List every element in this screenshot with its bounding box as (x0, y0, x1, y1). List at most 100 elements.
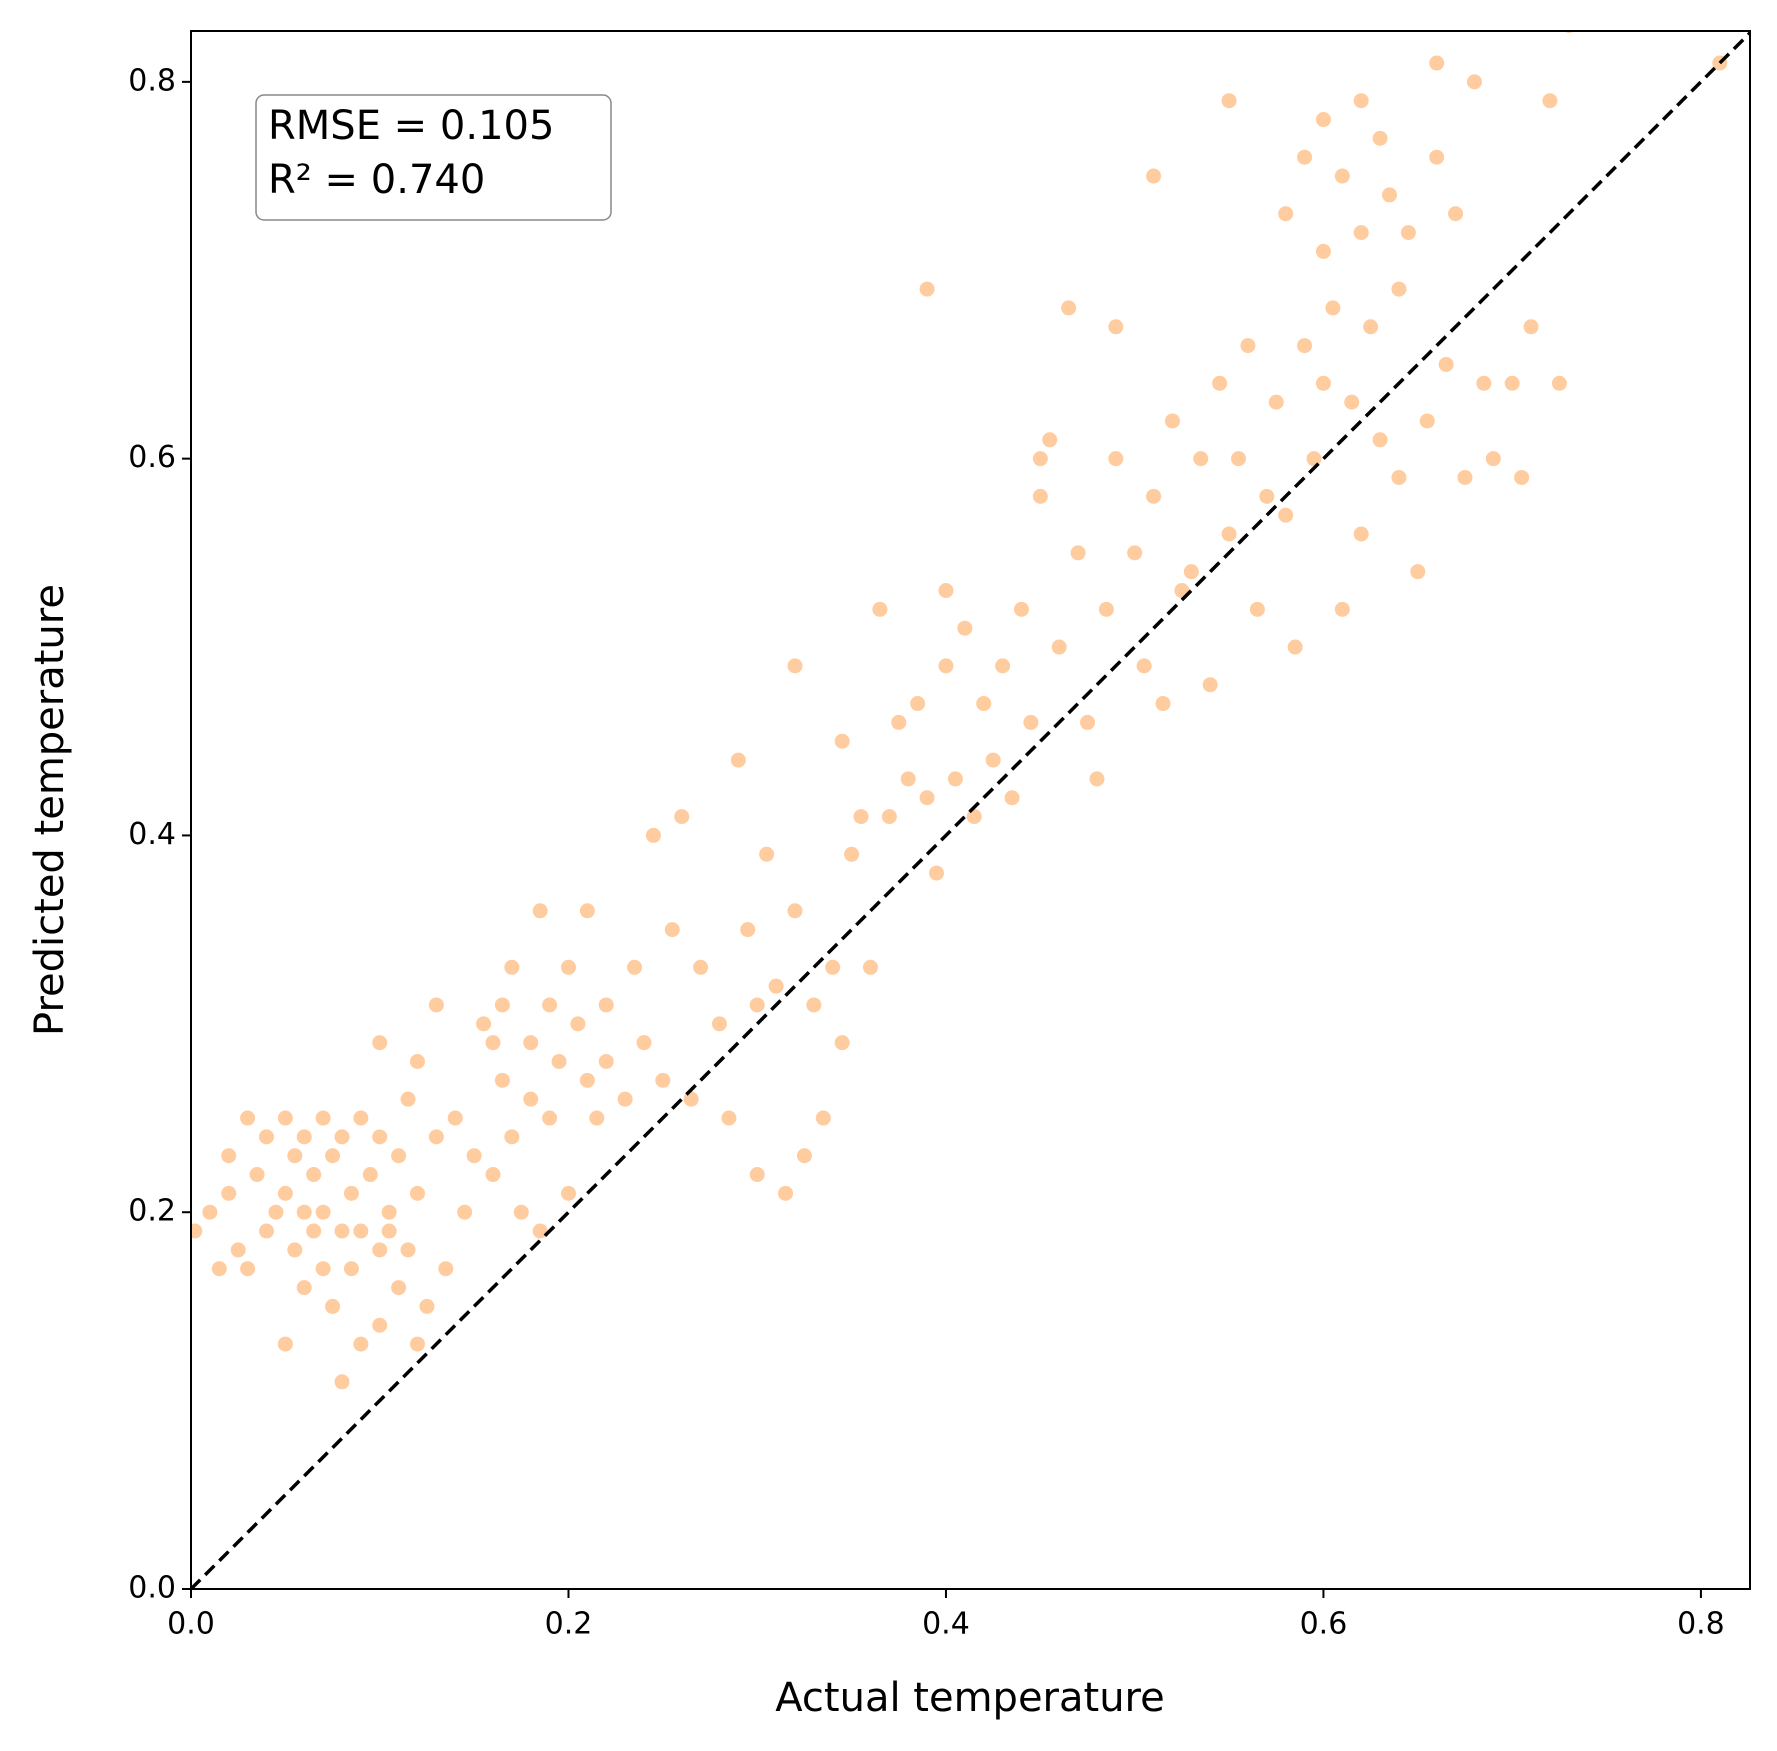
point (1212, 375, 1228, 391)
point (919, 790, 935, 806)
point (249, 1167, 265, 1183)
point (296, 1129, 312, 1145)
point (1051, 639, 1067, 655)
point (353, 1223, 369, 1239)
point (230, 1242, 246, 1258)
point (1353, 93, 1369, 109)
point (523, 1035, 539, 1051)
point (353, 1110, 369, 1126)
point (306, 1167, 322, 1183)
point (834, 1035, 850, 1051)
point (315, 1204, 331, 1220)
point (1183, 564, 1199, 580)
point (191, 1223, 203, 1239)
point (1297, 338, 1313, 354)
point (645, 827, 661, 843)
point (325, 1298, 341, 1314)
point (1429, 55, 1445, 71)
point (929, 865, 945, 881)
point (1551, 375, 1567, 391)
point (853, 809, 869, 825)
point (1202, 677, 1218, 693)
point (1523, 319, 1539, 335)
point (891, 714, 907, 730)
point (1146, 488, 1162, 504)
point (693, 959, 709, 975)
point (381, 1204, 397, 1220)
point (1221, 526, 1237, 542)
point (796, 1148, 812, 1164)
point (466, 1148, 482, 1164)
x-tick-label: 0.2 (545, 1607, 593, 1642)
point (381, 1223, 397, 1239)
point (277, 1336, 293, 1352)
point (343, 1261, 359, 1277)
point (277, 1185, 293, 1201)
point (1372, 432, 1388, 448)
point (1419, 413, 1435, 429)
point (1193, 451, 1209, 467)
point (1287, 639, 1303, 655)
point (1353, 225, 1369, 241)
point (919, 281, 935, 297)
point (1476, 375, 1492, 391)
point (721, 1110, 737, 1126)
point (334, 1374, 350, 1390)
point (1032, 451, 1048, 467)
x-tick-label: 0.8 (1677, 1607, 1725, 1642)
point (334, 1223, 350, 1239)
y-tick-label: 0.4 (128, 817, 176, 852)
point (1089, 771, 1105, 787)
point (447, 1110, 463, 1126)
point (334, 1129, 350, 1145)
point (938, 583, 954, 599)
point (598, 1054, 614, 1070)
point (221, 1148, 237, 1164)
point (825, 959, 841, 975)
point (910, 696, 926, 712)
point (560, 1185, 576, 1201)
point (306, 1223, 322, 1239)
point (372, 1129, 388, 1145)
point (362, 1167, 378, 1183)
point (532, 903, 548, 919)
point (1344, 394, 1360, 410)
point (778, 1185, 794, 1201)
point (730, 752, 746, 768)
point (494, 997, 510, 1013)
point (862, 959, 878, 975)
plot-frame (190, 30, 1751, 1590)
point (740, 922, 756, 938)
point (579, 1072, 595, 1088)
point (542, 1110, 558, 1126)
point (1429, 149, 1445, 165)
point (1240, 338, 1256, 354)
point (325, 1148, 341, 1164)
point (1164, 413, 1180, 429)
annotation-box (255, 94, 612, 221)
point (806, 997, 822, 1013)
point (1146, 168, 1162, 184)
point (1278, 507, 1294, 523)
point (400, 1091, 416, 1107)
point (343, 1185, 359, 1201)
point (1334, 168, 1350, 184)
point (1504, 375, 1520, 391)
point (523, 1091, 539, 1107)
point (570, 1016, 586, 1032)
y-tick-label: 0.2 (128, 1194, 176, 1229)
point (938, 658, 954, 674)
point (1249, 601, 1265, 617)
point (268, 1204, 284, 1220)
point (957, 620, 973, 636)
point (872, 601, 888, 617)
point (1098, 601, 1114, 617)
point (1221, 93, 1237, 109)
point (428, 997, 444, 1013)
point (1466, 74, 1482, 90)
point (1061, 300, 1077, 316)
identity-line (191, 31, 1750, 1589)
point (258, 1129, 274, 1145)
point (1042, 432, 1058, 448)
